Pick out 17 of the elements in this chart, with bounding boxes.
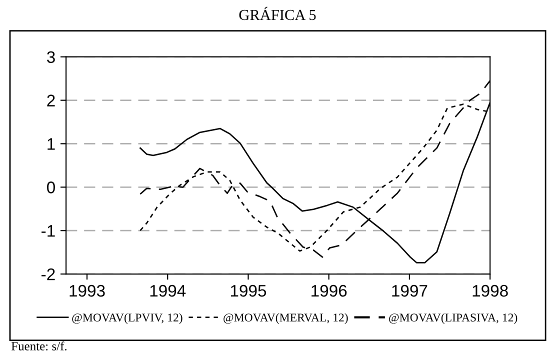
x-tick-label: 1996 — [312, 284, 347, 297]
legend-label: @MOVAV(LIPASIVA, 12) — [389, 313, 518, 324]
y-tick-label: -1 — [42, 225, 55, 237]
x-tick-label: 1998 — [472, 284, 508, 297]
chart-title: GRÁFICA 5 — [239, 6, 316, 20]
legend-label: @MOVAV(MERVAL, 12) — [224, 313, 348, 324]
x-tick-label: 1994 — [150, 284, 186, 297]
x-tick-label: 1997 — [392, 284, 428, 297]
y-tick-label: 1 — [48, 138, 55, 150]
y-tick-label: -2 — [42, 268, 55, 280]
source-note: Fuente: s/f. — [11, 341, 67, 350]
x-tick-label: 1993 — [70, 284, 105, 297]
y-tick-label: 3 — [46, 51, 55, 64]
legend-label: @MOVAV(LPVIV, 12) — [72, 313, 182, 324]
y-tick-label: 2 — [47, 94, 55, 106]
x-tick-label: 1995 — [230, 284, 266, 297]
y-tick-label: 0 — [47, 182, 55, 194]
